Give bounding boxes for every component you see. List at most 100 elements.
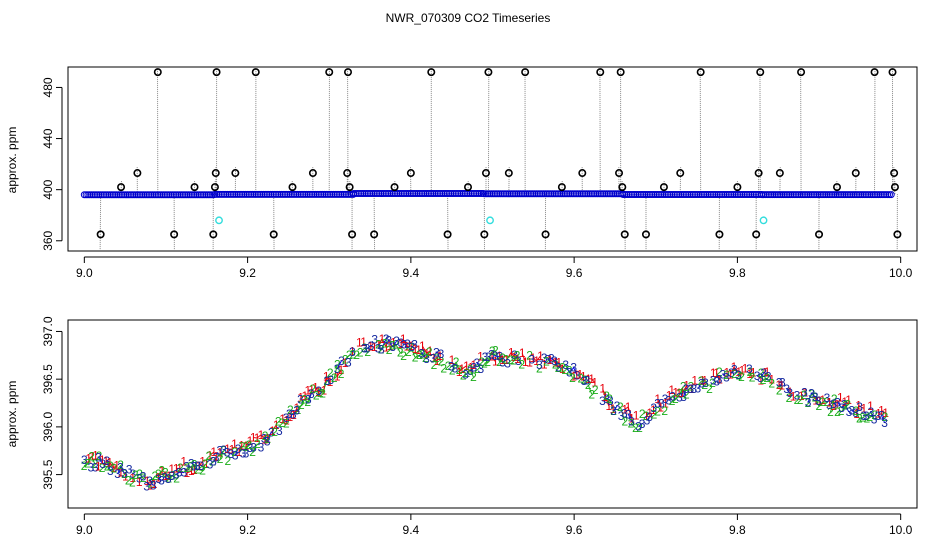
smoothed-trend-segment (749, 371, 753, 378)
smoothed-trend-segment (499, 355, 503, 361)
smoothed-marker-2: 2 (445, 359, 452, 373)
smoothed-marker-1: 1 (238, 439, 245, 453)
smoothed-marker-3: 3 (863, 409, 870, 423)
smoothed-marker-2: 2 (433, 351, 440, 365)
smoothed-x-tick-label: 9.8 (729, 523, 746, 537)
smoothed-marker-3: 3 (250, 440, 257, 454)
raw-outlier-point (890, 169, 899, 178)
smoothed-marker-1: 1 (199, 454, 206, 468)
smoothed-trend-segment (197, 468, 203, 472)
smoothed-marker-3: 3 (327, 373, 334, 387)
smoothed-marker-2: 2 (346, 348, 353, 362)
smoothed-marker-2: 2 (716, 365, 723, 379)
smoothed-trend-segment (106, 461, 111, 472)
smoothed-marker-1: 1 (408, 339, 415, 353)
smoothed-marker-2: 2 (856, 412, 863, 426)
smoothed-marker-3: 3 (161, 471, 168, 485)
smoothed-marker-1: 1 (699, 373, 706, 387)
raw-outlier-point (153, 68, 162, 77)
smoothed-marker-1: 1 (882, 406, 889, 420)
raw-outlier-point (754, 169, 763, 178)
smoothed-marker-3: 3 (173, 468, 180, 482)
smoothed-marker-2: 2 (249, 445, 256, 459)
smoothed-marker-1: 1 (327, 375, 334, 389)
smoothed-marker-1: 1 (530, 351, 537, 365)
smoothed-x-tick-label: 9.6 (566, 523, 583, 537)
smoothed-marker-1: 1 (701, 373, 708, 387)
smoothed-marker-2: 2 (129, 475, 136, 489)
smoothed-marker-1: 1 (826, 396, 833, 410)
smoothed-trend-segment (549, 359, 556, 363)
smoothed-marker-3: 3 (746, 362, 753, 376)
smoothed-marker-3: 3 (345, 355, 352, 369)
smoothed-trend-segment (424, 351, 430, 359)
smoothed-marker-2: 2 (827, 405, 834, 419)
raw-x-tick-label: 9.2 (239, 266, 256, 280)
smoothed-marker-2: 2 (327, 366, 334, 380)
smoothed-marker-2: 2 (364, 345, 371, 359)
raw-outlier-point (96, 230, 105, 239)
smoothed-marker-2: 2 (805, 396, 812, 410)
smoothed-marker-2: 2 (298, 398, 305, 412)
smoothed-marker-1: 1 (878, 403, 885, 417)
smoothed-marker-1: 1 (716, 373, 723, 387)
smoothed-marker-3: 3 (665, 394, 672, 408)
smoothed-marker-1: 1 (92, 449, 99, 463)
smoothed-marker-2: 2 (389, 338, 396, 352)
smoothed-marker-2: 2 (706, 382, 713, 396)
smoothed-marker-3: 3 (210, 455, 217, 469)
smoothed-marker-3: 3 (268, 425, 275, 439)
smoothed-marker-3: 3 (860, 409, 867, 423)
smoothed-marker-2: 2 (768, 377, 775, 391)
smoothed-trend-segment (619, 406, 626, 422)
smoothed-marker-1: 1 (136, 475, 143, 489)
smoothed-marker-1: 1 (106, 455, 113, 469)
smoothed-trend-segment (587, 384, 593, 395)
smoothed-marker-1: 1 (427, 344, 434, 358)
smoothed-trend-segment (837, 401, 843, 409)
smoothed-marker-1: 1 (588, 372, 595, 386)
smoothed-marker-3: 3 (243, 446, 250, 460)
smoothed-marker-2: 2 (342, 352, 349, 366)
smoothed-trend-segment (388, 340, 394, 348)
smoothed-trend-segment (120, 467, 125, 474)
smoothed-marker-2: 2 (338, 367, 345, 381)
smoothed-trend-segment (263, 438, 268, 443)
smoothed-marker-1: 1 (173, 461, 180, 475)
smoothed-trend-segment (278, 420, 283, 424)
smoothed-marker-2: 2 (536, 362, 543, 376)
smoothed-marker-3: 3 (794, 388, 801, 402)
smoothed-marker-2: 2 (283, 417, 290, 431)
smoothed-marker-2: 2 (449, 364, 456, 378)
raw-x-tick-label: 9.8 (729, 266, 746, 280)
smoothed-marker-2: 2 (552, 357, 559, 371)
smoothed-trend-segment (209, 461, 214, 465)
smoothed-trend-segment (139, 473, 144, 479)
smoothed-marker-2: 2 (478, 355, 485, 369)
raw-outlier-point (343, 169, 352, 178)
smoothed-marker-1: 1 (176, 461, 183, 475)
raw-outlier-point (251, 68, 260, 77)
smoothed-trend-segment (333, 364, 338, 379)
smoothed-marker-1: 1 (323, 370, 330, 384)
smoothed-x-tick-label: 9.2 (239, 523, 256, 537)
smoothed-marker-3: 3 (603, 392, 610, 406)
smoothed-y-axis-label: approx. ppm (5, 381, 19, 448)
smoothed-marker-1: 1 (672, 385, 679, 399)
smoothed-marker-2: 2 (254, 437, 261, 451)
smoothed-marker-2: 2 (397, 346, 404, 360)
raw-outlier-point (752, 230, 761, 239)
smoothed-trend-segment (157, 470, 163, 478)
smoothed-marker-1: 1 (628, 411, 635, 425)
raw-y-tick-label: 440 (41, 128, 55, 148)
smoothed-marker-3: 3 (515, 354, 522, 368)
smoothed-marker-2: 2 (651, 408, 658, 422)
smoothed-marker-1: 1 (279, 412, 286, 426)
raw-outlier-point (733, 183, 742, 192)
smoothed-marker-3: 3 (194, 459, 201, 473)
smoothed-marker-2: 2 (220, 443, 227, 457)
raw-y-tick-label: 360 (41, 230, 55, 250)
smoothed-trend-segment (837, 410, 842, 413)
smoothed-marker-3: 3 (235, 442, 242, 456)
smoothed-marker-3: 3 (452, 362, 459, 376)
